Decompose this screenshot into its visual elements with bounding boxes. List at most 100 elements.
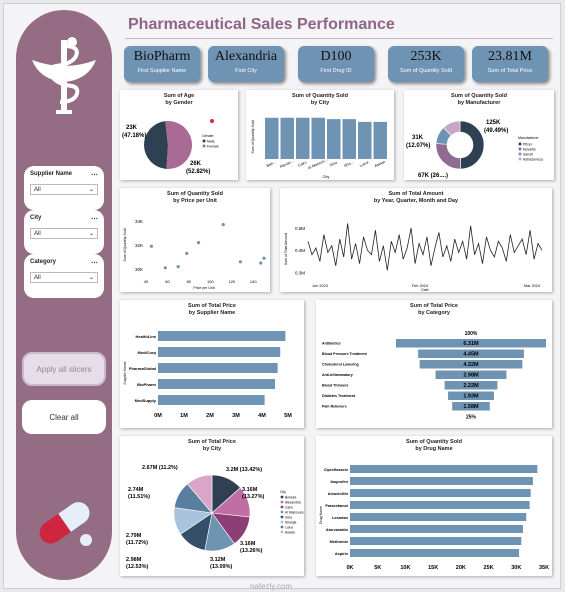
tick-label: Al Mansou... — [307, 158, 328, 171]
axis-label: Sum of Total Amount — [284, 233, 288, 265]
bar — [158, 363, 278, 373]
slicer-label: City — [30, 215, 42, 221]
data-label: 100% — [465, 331, 478, 337]
tick-label: 2M — [206, 413, 214, 419]
category-dropdown[interactable]: All ⌄ — [30, 272, 98, 283]
data-label: 1.93M — [463, 394, 479, 400]
tick-label: 140 — [250, 279, 257, 284]
data-label: 26K — [190, 161, 202, 167]
axis-label: Price per Unit — [193, 286, 214, 290]
data-label: 125K — [486, 120, 501, 126]
data-label: (13.09%) — [210, 564, 232, 570]
amount-line-chart: 0.3M 0.4M 0.5M Jun 2023 Feb 2024 Mar 2024 Date… — [284, 223, 543, 292]
scatter-point — [163, 266, 167, 270]
manufacturer-donut-chart: 125K (49.49%) 67K (26....) 31K (12.07%) Manuf… — [406, 120, 543, 179]
legend-marker — [280, 495, 284, 499]
card-qty-by-manufacturer: Sum of Quantity Sold by Manufacturer 125… — [404, 90, 554, 180]
bar — [158, 347, 281, 357]
city-dropdown[interactable]: All ⌄ — [30, 228, 98, 239]
bar — [350, 501, 530, 509]
tick-label: Ibuprofen — [330, 480, 348, 484]
dropdown-value: All — [34, 230, 41, 237]
pie-slice — [186, 474, 213, 514]
tick-label: 35K — [539, 565, 549, 571]
more-icon[interactable]: ⋯ — [91, 216, 98, 223]
slicer-category[interactable]: Category ⋯ All ⌄ — [24, 254, 104, 298]
tick-label: Metformin — [330, 540, 349, 544]
legend-marker — [280, 510, 284, 514]
tick-label: Alexan... — [279, 159, 294, 169]
more-icon[interactable]: ⋯ — [91, 172, 98, 179]
scatter-point — [149, 244, 153, 248]
sidebar: Supplier Name ⋯ All ⌄ City ⋯ All ⌄ Category ⋯… — [16, 10, 112, 580]
data-label: 31K — [412, 135, 424, 141]
legend-marker — [280, 500, 284, 504]
data-label: 2.98M — [463, 373, 479, 379]
tick-label: 10K — [400, 565, 410, 571]
tick-label: Atorvastatin — [326, 528, 349, 532]
slicer-city[interactable]: City ⋯ All ⌄ — [24, 210, 104, 254]
legend-marker — [202, 144, 206, 148]
data-label: 2.98M — [126, 557, 142, 563]
card-amount-over-time: Sum of Total Amount by Year, Quarter, Mo… — [280, 188, 552, 292]
qty-city-bar-chart: Beh... Alexan... Cairo Al Mansou... Giza Sha.… — [251, 117, 387, 179]
axis-label: Sum of Quantity Sold — [123, 228, 127, 261]
supplier-dropdown[interactable]: All ⌄ — [30, 184, 98, 195]
tick-label: Diabetes Treatment — [322, 394, 356, 398]
legend-marker — [518, 142, 522, 146]
kpi-value: 23.81M — [488, 49, 532, 64]
capsule-pill-icon — [39, 502, 92, 546]
tick-label: 32K — [135, 243, 143, 248]
chart-title: Sum of Quantity Sold — [406, 439, 462, 445]
card-qty-by-city: Sum of Quantity Sold by City Beh... Alexa… — [246, 90, 394, 180]
card-price-by-supplier: Sum of Total Price by Supplier Name Heal… — [120, 300, 304, 428]
tick-label: PharmaGlobal — [129, 366, 156, 371]
tick-label: Luxor — [359, 160, 370, 168]
tick-label: HealthLine — [136, 334, 157, 339]
legend-label: Beheira — [285, 496, 297, 500]
tick-label: Ciprofloxacin — [324, 468, 349, 472]
slicer-label: Supplier Name — [30, 171, 73, 177]
drug-bar-chart: Ciprofloxacin Ibuprofen Amoxicillin Paracet… — [319, 465, 549, 571]
legend-title: Gender — [202, 134, 215, 138]
kpi-first-drug-id: D100 First Drug ID — [298, 46, 374, 82]
more-icon[interactable]: ⋯ — [91, 260, 98, 267]
price-scatter-chart: 30K 32K 34K 40 60 80 100 120 140 Price per Unit Su… — [123, 219, 266, 290]
kpi-caption: First Drug ID — [320, 68, 352, 74]
data-label: 3.16M — [240, 541, 256, 547]
donut-slice — [443, 120, 461, 136]
tick-label: Blood Thinners — [322, 384, 348, 388]
legend-marker — [280, 525, 284, 529]
tick-label: Mar 2024 — [524, 284, 540, 288]
tick-label: 20K — [456, 565, 466, 571]
card-qty-by-drug: Sum of Quantity Sold by Drug Name Ciprof… — [316, 436, 552, 576]
scatter-point — [259, 261, 263, 265]
tick-label: 0K — [346, 565, 353, 571]
data-label: (49.49%) — [484, 128, 508, 134]
kpi-caption: First City — [235, 68, 257, 74]
chart-subtitle: by Drug Name — [415, 446, 453, 452]
chart-subtitle: by Supplier Name — [188, 310, 236, 316]
tick-label: Jun 2023 — [312, 284, 328, 288]
tick-label: 0.5M — [295, 226, 305, 231]
scatter-point — [262, 256, 266, 260]
bar — [327, 119, 341, 159]
apply-slicers-button[interactable]: Apply all slicers — [22, 352, 106, 386]
tick-label: 30K — [511, 565, 521, 571]
legend-title: City — [280, 490, 286, 494]
slicer-supplier-name[interactable]: Supplier Name ⋯ All ⌄ — [24, 166, 104, 210]
card-price-by-category: Sum of Total Price by Category 100% 6.31M… — [316, 300, 552, 428]
kpi-quantity-sold: 253K Sum of Quantity Sold — [388, 46, 464, 82]
axis-label: Drug Name — [319, 506, 323, 524]
data-label: 2.74M — [128, 487, 144, 493]
clear-all-button[interactable]: Clear all — [22, 400, 106, 434]
chevron-down-icon: ⌄ — [88, 231, 94, 237]
tick-label: BioPharm — [137, 382, 156, 387]
data-label: 67K (26....) — [418, 173, 448, 179]
watermark-text: nafezly.com — [250, 582, 293, 591]
chart-subtitle: by City — [202, 446, 222, 452]
kpi-value: BioPharm — [133, 49, 191, 64]
chart-subtitle: by Price per Unit — [173, 198, 217, 204]
legend-marker — [518, 147, 522, 151]
supplier-bar-chart: HealthLine MediCorp PharmaGlobal BioPharm Me… — [123, 331, 292, 419]
